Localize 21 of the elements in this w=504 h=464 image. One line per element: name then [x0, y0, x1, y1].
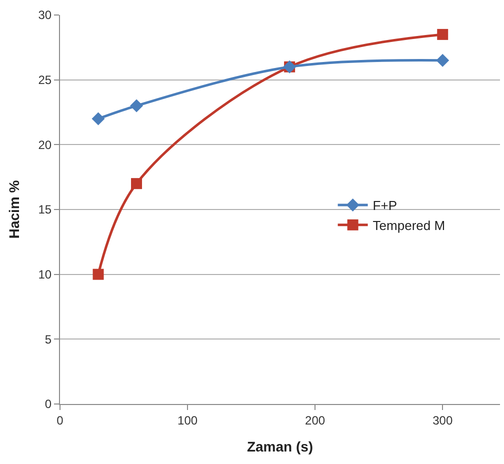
- point: [92, 112, 105, 126]
- y-tick-label: 15: [38, 202, 52, 217]
- y-tick-label: 25: [38, 73, 52, 88]
- point: [92, 268, 104, 280]
- legend-label: Tempered M: [372, 218, 446, 233]
- x-tick-label: 0: [56, 413, 64, 428]
- y-tick-label: 0: [44, 397, 52, 412]
- x-tick-label: 200: [305, 413, 326, 428]
- legend-label: F+P: [372, 198, 398, 214]
- x-axis-title: Zaman (s): [246, 438, 314, 455]
- y-tick-label: 5: [44, 332, 52, 346]
- y-tick-label: 30: [38, 8, 52, 22]
- y-tick-label: 10: [38, 268, 52, 282]
- y-axis-title: Hacim %: [6, 180, 22, 239]
- point: [131, 178, 142, 190]
- point: [130, 99, 144, 112]
- point: [437, 28, 448, 40]
- point: [436, 54, 450, 67]
- y-tick-label: 20: [38, 138, 52, 152]
- x-tick-label: 300: [432, 413, 453, 428]
- x-tick-label: 100: [178, 413, 198, 428]
